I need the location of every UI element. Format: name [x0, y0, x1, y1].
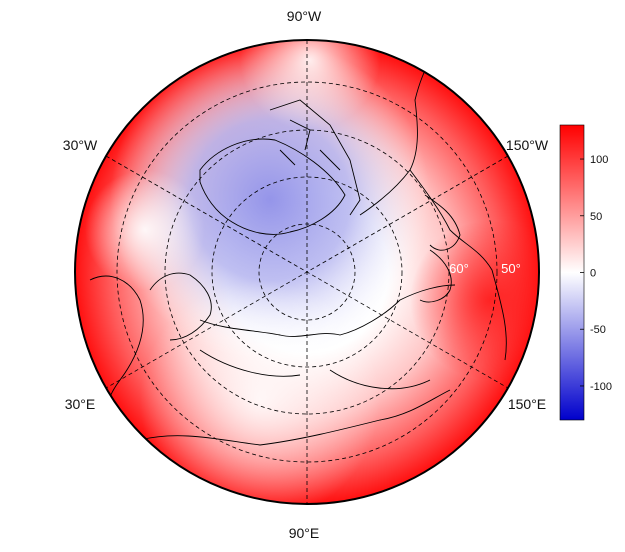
lon-label-bottom: 90°E — [289, 525, 320, 541]
lat-circle-50 — [116, 81, 498, 463]
scandinavia-coast — [149, 272, 212, 341]
colorbar-tick-label: -100 — [590, 381, 612, 393]
lat-label-50: 50° — [501, 261, 521, 276]
lat-circle-70 — [211, 176, 403, 368]
colorbar-tick-label: 100 — [590, 154, 608, 166]
lat-circle-60 — [164, 129, 450, 415]
meridian-150-30 — [105, 155, 509, 389]
map-boundary — [74, 39, 540, 505]
colorbar: 100 50 0 -50 -100 — [559, 124, 612, 421]
lon-label-upper-left: 30°W — [63, 137, 98, 153]
colorbar-tick-label: -50 — [590, 324, 606, 336]
lon-label-top: 90°W — [287, 8, 322, 24]
lon-label-lower-left: 30°E — [65, 396, 96, 412]
anomaly-field — [75, 40, 539, 504]
lon-label-lower-right: 150°E — [508, 396, 546, 412]
lat-label-60: 60° — [449, 261, 469, 276]
lon-label-upper-right: 150°W — [506, 137, 549, 153]
colorbar-ticks: 100 50 0 -50 -100 — [580, 154, 612, 393]
asia-borders — [139, 349, 451, 446]
hudson-bay — [424, 194, 461, 251]
graticule — [105, 40, 509, 504]
siberia-coast — [199, 284, 456, 337]
colorbar-tick-label: 0 — [590, 268, 596, 280]
colorbar-tick-label: 50 — [590, 211, 602, 223]
canadian-archipelago — [269, 99, 361, 216]
alaska-coast — [419, 249, 452, 303]
